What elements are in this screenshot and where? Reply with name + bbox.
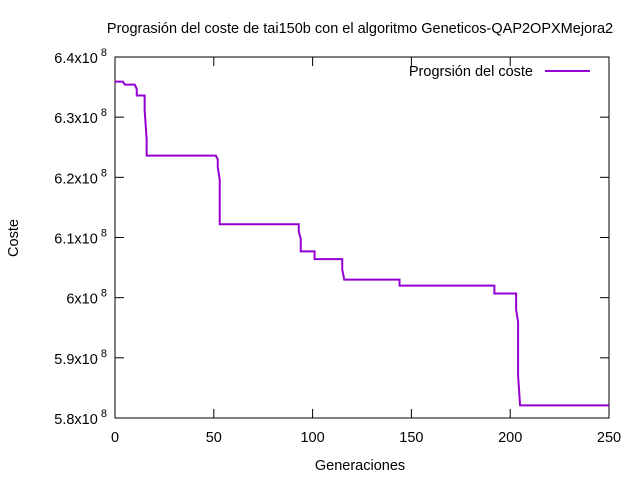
x-tick-label: 0	[111, 430, 119, 446]
y-axis-label: Coste	[6, 219, 22, 257]
y-tick-label: 6x10 8	[66, 288, 107, 308]
legend-label: Progrsión del coste	[409, 64, 533, 80]
x-tick-label: 50	[206, 430, 222, 446]
y-tick-label: 5.8x10 8	[54, 408, 107, 428]
y-tick-label: 6.4x10 8	[54, 47, 107, 67]
y-axis: 5.8x10 8 5.9x10 8 6x10 8 6.1x10 8 6.2x10 8 6.…	[54, 47, 609, 428]
y-tick-label: 5.9x10 8	[54, 348, 107, 368]
y-tick-label: 6.1x10 8	[54, 228, 107, 248]
y-tick-label: 6.3x10 8	[54, 107, 107, 127]
x-tick-label: 100	[300, 430, 324, 446]
chart-title: Prograsión del coste de tai150b con el a…	[107, 21, 613, 37]
x-tick-label: 250	[597, 430, 621, 446]
legend: Progrsión del coste	[409, 64, 590, 80]
y-tick-label: 6.2x10 8	[54, 167, 107, 187]
x-axis: 0 50 100 150 200 250	[111, 57, 621, 446]
x-axis-label: Generaciones	[315, 458, 405, 474]
x-tick-label: 200	[498, 430, 522, 446]
series-line	[115, 80, 609, 407]
series-layer	[115, 80, 609, 407]
x-tick-label: 150	[399, 430, 423, 446]
plot-area-frame	[114, 56, 610, 419]
